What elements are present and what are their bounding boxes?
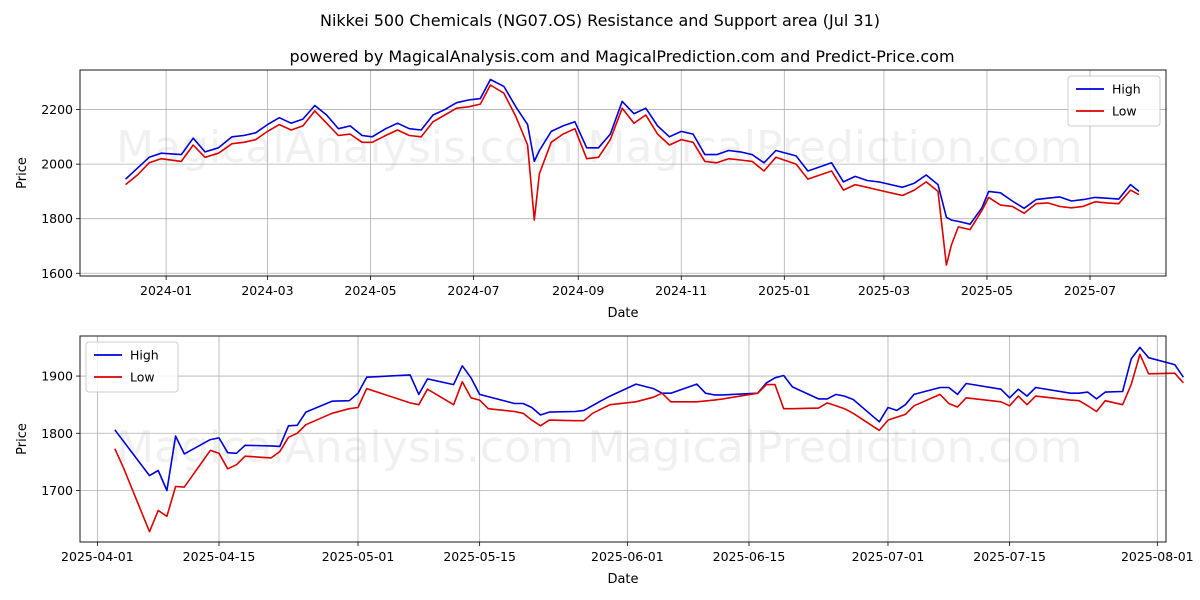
legend: High Low (1067, 75, 1161, 127)
x-tick-label: 2024-07 (447, 283, 499, 298)
x-tick-label: 2024-11 (655, 283, 707, 298)
y-tick-label: 1800 (41, 211, 73, 226)
x-tick-label: 2025-07-01 (852, 549, 925, 564)
y-tick-label: 2200 (41, 102, 73, 117)
y-tick-label: 1900 (41, 369, 73, 384)
watermark-text: MagicalAnalysis.com (116, 422, 574, 473)
watermark-text: MagicalAnalysis.com (116, 122, 574, 173)
series-line-high (114, 346, 1185, 492)
x-tick-label: 2025-08-01 (1121, 549, 1194, 564)
x-tick-label: 2025-06-01 (591, 549, 664, 564)
chart-title: Nikkei 500 Chemicals (NG07.OS) Resistanc… (320, 11, 880, 30)
y-tick-label: 1700 (41, 483, 73, 498)
x-tick-label: 2025-03 (858, 283, 910, 298)
x-tick-label: 2025-07-15 (973, 549, 1046, 564)
series-line-low (114, 353, 1184, 533)
x-tick-label: 2025-04-15 (183, 549, 256, 564)
y-tick-label: 1800 (41, 426, 73, 441)
y-axis-label: Price (15, 157, 30, 189)
x-tick-label: 2025-07 (1064, 283, 1116, 298)
x-tick-label: 2025-05 (961, 283, 1013, 298)
y-tick-label: 2000 (41, 157, 73, 172)
x-tick-label: 2024-05 (344, 283, 396, 298)
series-line-low (125, 84, 1140, 266)
legend-label-high: High (130, 348, 159, 363)
legend-label-high: High (1112, 82, 1141, 97)
x-tick-label: 2025-05-01 (322, 549, 395, 564)
y-tick-label: 1600 (41, 266, 73, 281)
series-line-high (125, 78, 1140, 225)
legend-label-low: Low (1112, 104, 1137, 119)
x-tick-label: 2024-09 (552, 283, 604, 298)
top-chart-panel: MagicalAnalysis.com MagicalPrediction.com… (15, 69, 1167, 321)
bottom-chart-panel: MagicalAnalysis.com MagicalPrediction.com… (15, 335, 1194, 587)
chart-subtitle: powered by MagicalAnalysis.com and Magic… (289, 47, 954, 66)
legend: High Low (85, 341, 179, 393)
legend-label-low: Low (130, 370, 155, 385)
x-axis-label: Date (607, 572, 638, 587)
x-tick-label: 2025-01 (758, 283, 810, 298)
plot-frame (79, 335, 1167, 543)
x-tick-label: 2025-04-01 (61, 549, 134, 564)
x-tick-label: 2024-03 (241, 283, 293, 298)
watermark-text: MagicalPrediction.com (588, 422, 1083, 473)
x-tick-label: 2024-01 (140, 283, 192, 298)
plot-frame (79, 69, 1167, 277)
x-tick-label: 2025-06-15 (713, 549, 786, 564)
x-axis-label: Date (607, 306, 638, 321)
y-axis-label: Price (15, 423, 30, 455)
x-tick-label: 2025-05-15 (443, 549, 516, 564)
